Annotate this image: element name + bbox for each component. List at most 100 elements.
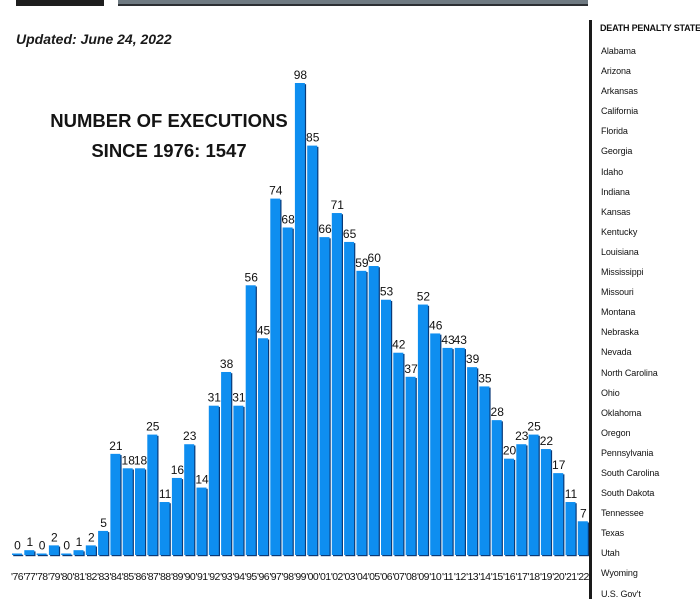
bar-value-label: 25 [146,420,160,434]
bar [122,468,133,555]
updated-date: Updated: June 24, 2022 [16,31,172,47]
state-item: Montana [601,307,636,318]
bar [24,550,35,555]
sidebar-heading: DEATH PENALTY STATES (27) [600,23,700,33]
x-tick-label: '13 [466,571,479,583]
x-tick-label: '11 [442,571,454,583]
death-penalty-states-sidebar: DEATH PENALTY STATES (27) Alabama Arizona… [589,20,700,599]
bar-value-label: 42 [392,338,406,352]
bar [553,473,564,555]
chart-title-line-1: NUMBER OF EXECUTIONS [50,110,288,131]
state-item: Arizona [601,66,631,77]
x-tick-label: '85 [122,571,135,583]
state-item: Pennsylvania [601,447,654,458]
x-tick-label: '01 [319,571,332,583]
bar-value-label: 31 [208,391,222,405]
x-tick-label: '17 [515,571,528,583]
x-tick-label: '89 [171,571,184,583]
x-tick-label: '06 [380,571,393,583]
bar [221,371,232,555]
state-item: North Carolina [601,367,658,378]
x-tick-label: '80 [60,571,73,583]
bar-value-label: 68 [281,212,295,226]
bar [282,227,293,555]
bar-value-label: 22 [540,434,554,448]
bar-value-label: 18 [134,453,148,467]
x-tick-label: '96 [257,571,270,583]
bar-value-label: 28 [491,405,505,419]
x-tick-label: '14 [478,571,491,583]
bar-value-label: 46 [429,318,443,332]
bar-value-label: 65 [343,227,357,241]
bar-value-label: 23 [515,429,529,443]
bar-shadow [62,554,73,557]
bar-value-label: 23 [183,429,197,443]
bar-value-label: 0 [14,539,21,553]
bar [294,83,305,555]
x-tick-label: '18 [528,571,541,583]
state-item: Utah [601,548,620,559]
bar [85,545,96,555]
bar [245,285,256,555]
x-tick-label: '20 [552,571,565,583]
x-tick-label: '21 [565,571,578,583]
x-tick-label: '12 [454,571,467,583]
bar-value-label: 11 [159,487,172,501]
state-item: Nebraska [601,327,639,338]
state-list: Alabama Arizona Arkansas California Florida G… [601,44,659,607]
bar-shadow [13,554,24,557]
bar-value-label: 60 [368,251,382,265]
bar-value-label: 52 [417,290,431,304]
x-tick-label: '03 [343,571,356,583]
bar-value-label: 2 [51,530,58,544]
bar-value-label: 74 [269,184,283,198]
bar [307,145,318,555]
bar-value-label: 25 [527,420,541,434]
x-tick-label: '87 [146,571,159,583]
x-tick-label: '98 [282,571,295,583]
top-gray-bar [118,0,588,6]
bar-value-label: 18 [122,453,136,467]
bar [368,266,379,555]
bar [405,376,416,555]
x-tick-label: '93 [220,571,233,583]
state-item: California [601,106,639,117]
state-item: Florida [601,126,628,137]
bar-value-label: 85 [306,131,320,145]
state-item: Ohio [601,387,620,398]
bar-value-label: 7 [580,506,587,520]
bar-value-label: 0 [39,539,46,553]
bar [540,449,551,555]
x-tick-label: '22 [577,571,589,583]
state-item: Georgia [601,146,633,157]
x-tick-label: '77 [23,571,36,583]
bar-value-label: 2 [88,530,95,544]
bar [331,213,342,555]
bar [504,458,514,555]
bar-value-label: 17 [552,458,566,472]
state-item: Texas [601,528,625,539]
bar-value-label: 16 [171,463,185,477]
state-item: Missouri [601,287,634,298]
x-tick-label: '83 [97,571,110,583]
bar-shadow [37,554,48,557]
sidebar-divider [589,20,592,599]
x-tick-label: '08 [405,571,418,583]
state-item: Louisiana [601,246,639,257]
x-tick-label: '90 [183,571,196,583]
bar-value-label: 31 [232,391,246,405]
bar-value-label: 71 [331,198,345,212]
bar [344,241,355,555]
bar-value-label: 21 [109,439,123,453]
x-tick-label: '79 [48,571,61,583]
bar [135,468,145,555]
bar [479,386,490,555]
x-tick-label: '76 [11,571,24,583]
x-tick-label: '86 [134,571,147,583]
bar [110,453,121,555]
x-tick-label: '81 [73,571,86,583]
bar [442,347,453,555]
state-item: South Carolina [601,467,660,478]
bar [12,553,22,555]
bar-value-label: 66 [318,222,332,236]
